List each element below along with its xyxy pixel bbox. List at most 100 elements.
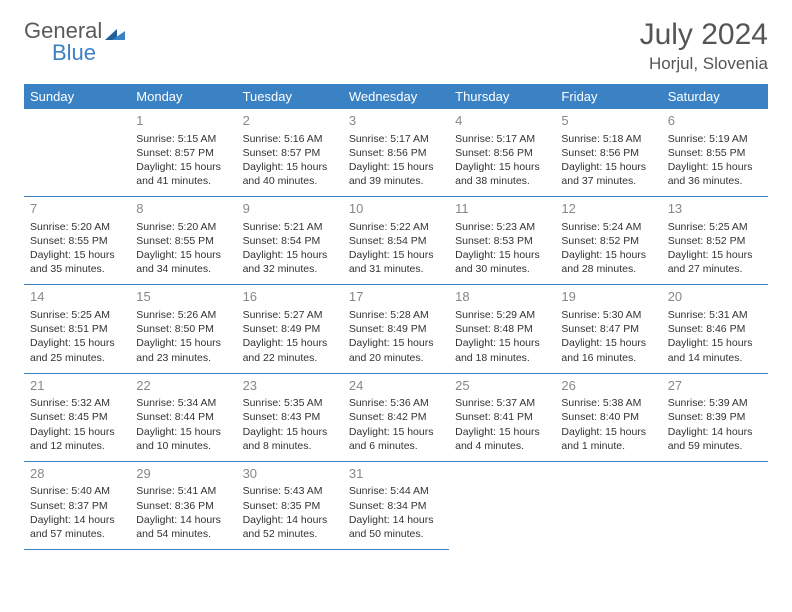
sunrise-text: Sunrise: 5:29 AM xyxy=(455,308,549,322)
calendar-day-cell: 28Sunrise: 5:40 AMSunset: 8:37 PMDayligh… xyxy=(24,461,130,549)
sunrise-text: Sunrise: 5:17 AM xyxy=(455,132,549,146)
sunrise-text: Sunrise: 5:22 AM xyxy=(349,220,443,234)
day-number: 30 xyxy=(243,465,337,483)
day-number: 18 xyxy=(455,288,549,306)
day-number: 11 xyxy=(455,200,549,218)
daylight-text: Daylight: 15 hours and 8 minutes. xyxy=(243,425,337,453)
sunset-text: Sunset: 8:46 PM xyxy=(668,322,762,336)
day-number: 24 xyxy=(349,377,443,395)
daylight-text: Daylight: 15 hours and 27 minutes. xyxy=(668,248,762,276)
sunset-text: Sunset: 8:55 PM xyxy=(668,146,762,160)
calendar-day-cell: 14Sunrise: 5:25 AMSunset: 8:51 PMDayligh… xyxy=(24,285,130,373)
calendar-day-cell: 1Sunrise: 5:15 AMSunset: 8:57 PMDaylight… xyxy=(130,109,236,197)
daylight-text: Daylight: 15 hours and 14 minutes. xyxy=(668,336,762,364)
weekday-header: Tuesday xyxy=(237,84,343,109)
daylight-text: Daylight: 15 hours and 34 minutes. xyxy=(136,248,230,276)
weekday-header: Monday xyxy=(130,84,236,109)
calendar-table: Sunday Monday Tuesday Wednesday Thursday… xyxy=(24,84,768,550)
calendar-week-row: 21Sunrise: 5:32 AMSunset: 8:45 PMDayligh… xyxy=(24,373,768,461)
logo-text-blue: Blue xyxy=(52,40,126,66)
day-number: 7 xyxy=(30,200,124,218)
sunrise-text: Sunrise: 5:17 AM xyxy=(349,132,443,146)
sunset-text: Sunset: 8:39 PM xyxy=(668,410,762,424)
calendar-day-cell: 20Sunrise: 5:31 AMSunset: 8:46 PMDayligh… xyxy=(662,285,768,373)
calendar-week-row: 7Sunrise: 5:20 AMSunset: 8:55 PMDaylight… xyxy=(24,197,768,285)
sunrise-text: Sunrise: 5:38 AM xyxy=(561,396,655,410)
daylight-text: Daylight: 15 hours and 10 minutes. xyxy=(136,425,230,453)
sunset-text: Sunset: 8:57 PM xyxy=(243,146,337,160)
daylight-text: Daylight: 15 hours and 12 minutes. xyxy=(30,425,124,453)
sunset-text: Sunset: 8:45 PM xyxy=(30,410,124,424)
calendar-day-cell: 15Sunrise: 5:26 AMSunset: 8:50 PMDayligh… xyxy=(130,285,236,373)
daylight-text: Daylight: 15 hours and 36 minutes. xyxy=(668,160,762,188)
day-number: 19 xyxy=(561,288,655,306)
sunset-text: Sunset: 8:34 PM xyxy=(349,499,443,513)
daylight-text: Daylight: 15 hours and 22 minutes. xyxy=(243,336,337,364)
sunrise-text: Sunrise: 5:15 AM xyxy=(136,132,230,146)
sunrise-text: Sunrise: 5:23 AM xyxy=(455,220,549,234)
sunrise-text: Sunrise: 5:19 AM xyxy=(668,132,762,146)
weekday-header-row: Sunday Monday Tuesday Wednesday Thursday… xyxy=(24,84,768,109)
calendar-day-cell: 27Sunrise: 5:39 AMSunset: 8:39 PMDayligh… xyxy=(662,373,768,461)
title-block: July 2024 Horjul, Slovenia xyxy=(640,18,768,74)
sunset-text: Sunset: 8:43 PM xyxy=(243,410,337,424)
day-number: 14 xyxy=(30,288,124,306)
sunrise-text: Sunrise: 5:28 AM xyxy=(349,308,443,322)
sunset-text: Sunset: 8:49 PM xyxy=(243,322,337,336)
calendar-day-cell: 2 Sunrise: 5:16 AMSunset: 8:57 PMDaylight… xyxy=(237,109,343,197)
day-number: 6 xyxy=(668,112,762,130)
day-number: 10 xyxy=(349,200,443,218)
calendar-day-cell: 18Sunrise: 5:29 AMSunset: 8:48 PMDayligh… xyxy=(449,285,555,373)
sunset-text: Sunset: 8:35 PM xyxy=(243,499,337,513)
calendar-day-cell: 11Sunrise: 5:23 AMSunset: 8:53 PMDayligh… xyxy=(449,197,555,285)
sunrise-text: Sunrise: 5:25 AM xyxy=(30,308,124,322)
day-number: 25 xyxy=(455,377,549,395)
month-title: July 2024 xyxy=(640,18,768,52)
sunrise-text: Sunrise: 5:39 AM xyxy=(668,396,762,410)
logo: GeneralBlue xyxy=(24,18,126,66)
calendar-day-cell: 13Sunrise: 5:25 AMSunset: 8:52 PMDayligh… xyxy=(662,197,768,285)
calendar-day-cell xyxy=(449,461,555,549)
sunset-text: Sunset: 8:40 PM xyxy=(561,410,655,424)
sunrise-text: Sunrise: 5:36 AM xyxy=(349,396,443,410)
day-number: 23 xyxy=(243,377,337,395)
daylight-text: Daylight: 15 hours and 35 minutes. xyxy=(30,248,124,276)
daylight-text: Daylight: 14 hours and 57 minutes. xyxy=(30,513,124,541)
day-number: 2 xyxy=(243,112,337,130)
sunrise-text: Sunrise: 5:35 AM xyxy=(243,396,337,410)
day-number: 29 xyxy=(136,465,230,483)
day-number: 20 xyxy=(668,288,762,306)
day-number: 8 xyxy=(136,200,230,218)
calendar-day-cell: 29Sunrise: 5:41 AMSunset: 8:36 PMDayligh… xyxy=(130,461,236,549)
calendar-day-cell: 24Sunrise: 5:36 AMSunset: 8:42 PMDayligh… xyxy=(343,373,449,461)
calendar-day-cell: 22Sunrise: 5:34 AMSunset: 8:44 PMDayligh… xyxy=(130,373,236,461)
calendar-day-cell: 10Sunrise: 5:22 AMSunset: 8:54 PMDayligh… xyxy=(343,197,449,285)
calendar-day-cell: 21Sunrise: 5:32 AMSunset: 8:45 PMDayligh… xyxy=(24,373,130,461)
calendar-day-cell: 25Sunrise: 5:37 AMSunset: 8:41 PMDayligh… xyxy=(449,373,555,461)
daylight-text: Daylight: 15 hours and 23 minutes. xyxy=(136,336,230,364)
calendar-day-cell: 3Sunrise: 5:17 AMSunset: 8:56 PMDaylight… xyxy=(343,109,449,197)
daylight-text: Daylight: 15 hours and 38 minutes. xyxy=(455,160,549,188)
day-number: 28 xyxy=(30,465,124,483)
daylight-text: Daylight: 15 hours and 4 minutes. xyxy=(455,425,549,453)
daylight-text: Daylight: 15 hours and 6 minutes. xyxy=(349,425,443,453)
sunrise-text: Sunrise: 5:16 AM xyxy=(243,132,337,146)
sunrise-text: Sunrise: 5:41 AM xyxy=(136,484,230,498)
calendar-day-cell: 5Sunrise: 5:18 AMSunset: 8:56 PMDaylight… xyxy=(555,109,661,197)
sunrise-text: Sunrise: 5:24 AM xyxy=(561,220,655,234)
daylight-text: Daylight: 15 hours and 16 minutes. xyxy=(561,336,655,364)
logo-mark-icon xyxy=(104,26,126,40)
sunset-text: Sunset: 8:56 PM xyxy=(561,146,655,160)
daylight-text: Daylight: 15 hours and 37 minutes. xyxy=(561,160,655,188)
sunset-text: Sunset: 8:56 PM xyxy=(455,146,549,160)
day-number: 27 xyxy=(668,377,762,395)
sunrise-text: Sunrise: 5:37 AM xyxy=(455,396,549,410)
day-number: 5 xyxy=(561,112,655,130)
daylight-text: Daylight: 15 hours and 40 minutes. xyxy=(243,160,337,188)
day-number: 1 xyxy=(136,112,230,130)
calendar-week-row: 1Sunrise: 5:15 AMSunset: 8:57 PMDaylight… xyxy=(24,109,768,197)
sunset-text: Sunset: 8:41 PM xyxy=(455,410,549,424)
calendar-day-cell: 31Sunrise: 5:44 AMSunset: 8:34 PMDayligh… xyxy=(343,461,449,549)
calendar-day-cell: 9Sunrise: 5:21 AMSunset: 8:54 PMDaylight… xyxy=(237,197,343,285)
calendar-day-cell: 23Sunrise: 5:35 AMSunset: 8:43 PMDayligh… xyxy=(237,373,343,461)
